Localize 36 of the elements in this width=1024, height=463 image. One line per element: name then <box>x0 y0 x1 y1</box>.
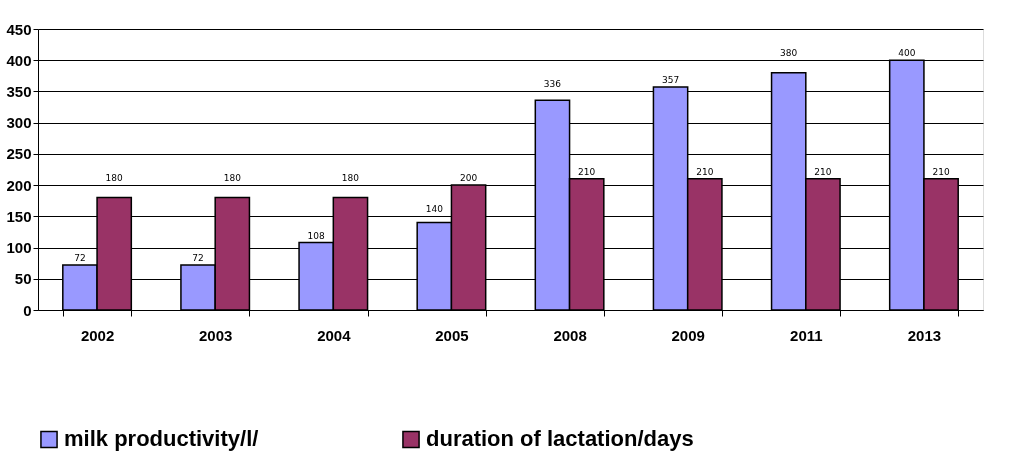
y-tick-label: 150 <box>6 207 32 225</box>
x-tick-label: 2011 <box>790 326 823 344</box>
data-label: 400 <box>898 48 916 59</box>
x-tick-label: 2008 <box>553 326 587 344</box>
x-tick-label: 2009 <box>671 326 705 344</box>
y-tick-label: 350 <box>6 82 32 100</box>
data-label: 108 <box>307 230 326 241</box>
data-label: 72 <box>192 253 204 264</box>
legend-label: duration of lactation/days <box>426 426 694 452</box>
data-label: 210 <box>696 166 714 177</box>
data-label: 180 <box>341 173 360 184</box>
legend-label: milk productivity/l/ <box>64 426 259 452</box>
x-tick-label: 2005 <box>435 326 469 344</box>
data-label: 380 <box>780 48 798 59</box>
y-tick-label: 300 <box>6 114 32 132</box>
x-tick-label: 2002 <box>80 326 115 344</box>
data-label: 200 <box>459 173 478 184</box>
data-label: 210 <box>578 166 596 177</box>
data-label: 210 <box>814 166 832 177</box>
y-tick-label: 200 <box>6 176 32 194</box>
data-label: 336 <box>543 79 562 90</box>
y-tick-label: 250 <box>6 145 32 163</box>
y-tick-label: 50 <box>14 270 32 288</box>
data-label: 72 <box>74 253 86 264</box>
x-tick-label: 2004 <box>317 326 352 344</box>
x-tick-label: 2013 <box>907 326 942 344</box>
y-tick-label: 400 <box>6 51 32 69</box>
data-label: 210 <box>932 166 950 177</box>
x-tick-label: 2003 <box>199 326 233 344</box>
y-tick-label: 100 <box>6 239 32 257</box>
y-tick-label: 0 <box>23 301 32 319</box>
data-label: 180 <box>105 173 124 184</box>
data-label: 357 <box>661 75 680 86</box>
data-label: 140 <box>425 204 444 215</box>
data-label: 180 <box>223 173 242 184</box>
y-tick-label: 450 <box>6 20 32 38</box>
